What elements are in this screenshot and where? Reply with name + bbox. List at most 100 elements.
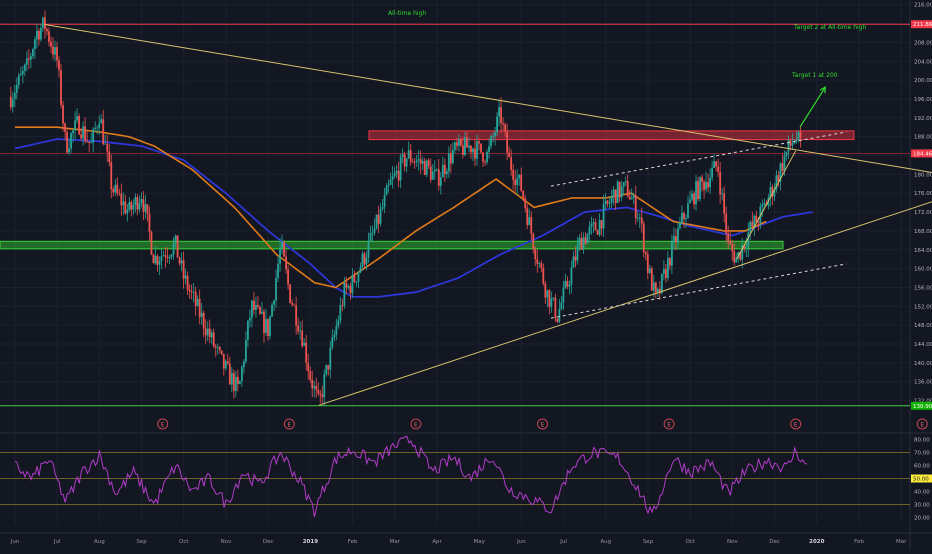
candle-body bbox=[598, 220, 601, 235]
price-badge bbox=[911, 149, 932, 158]
candle-body bbox=[321, 394, 324, 398]
candle-body bbox=[90, 142, 93, 144]
candle-body bbox=[92, 128, 95, 143]
price-tick-label: 140.00 bbox=[914, 361, 932, 367]
candle-body bbox=[9, 96, 12, 108]
candle-body bbox=[602, 204, 605, 229]
price-tick-label: 172.00 bbox=[914, 210, 932, 216]
candle-body bbox=[224, 361, 227, 369]
candle-body bbox=[729, 240, 732, 245]
candle-body bbox=[192, 291, 195, 293]
candle-body bbox=[265, 318, 267, 333]
candle-body bbox=[646, 254, 649, 273]
candle-body bbox=[401, 154, 404, 157]
candle-body bbox=[488, 146, 490, 152]
earnings-marker-icon bbox=[537, 418, 548, 430]
candle-body bbox=[447, 153, 450, 172]
candle-body bbox=[110, 162, 113, 190]
time-tick-label: Jul bbox=[559, 539, 567, 545]
candle-body bbox=[753, 215, 756, 227]
candle-body bbox=[277, 263, 279, 279]
candle-body bbox=[160, 255, 163, 262]
candle-body bbox=[462, 145, 464, 155]
candle-body bbox=[548, 290, 551, 307]
time-tick-label: Apr bbox=[432, 539, 442, 545]
candle-body bbox=[42, 17, 44, 28]
trendline-ascending bbox=[318, 201, 932, 406]
price-tick-label: 176.00 bbox=[914, 191, 932, 197]
candle-body bbox=[281, 241, 283, 249]
candle-body bbox=[170, 254, 173, 257]
candle-body bbox=[31, 49, 34, 57]
candle-body bbox=[206, 328, 209, 336]
candle-body bbox=[76, 116, 78, 121]
candle-body bbox=[697, 181, 699, 200]
candle-body bbox=[293, 304, 296, 306]
candle-body bbox=[482, 152, 484, 162]
candle-body bbox=[33, 39, 36, 50]
candle-body bbox=[148, 213, 151, 232]
candle-body bbox=[693, 193, 695, 205]
candle-body bbox=[703, 181, 705, 190]
candle-body bbox=[472, 148, 474, 153]
candle-body bbox=[307, 362, 310, 372]
rsi-tick-label: 20.00 bbox=[914, 516, 930, 522]
candle-body bbox=[377, 214, 380, 224]
candle-body bbox=[21, 70, 24, 74]
candle-body bbox=[793, 141, 796, 144]
candle-body bbox=[769, 186, 772, 198]
candle-body bbox=[146, 204, 149, 214]
candle-body bbox=[214, 346, 217, 348]
candle-body bbox=[40, 27, 42, 40]
candle-body bbox=[74, 120, 76, 131]
candle-body bbox=[470, 145, 472, 153]
candle-body bbox=[580, 238, 583, 250]
candle-body bbox=[78, 116, 81, 135]
candle-body bbox=[596, 230, 599, 235]
candle-body bbox=[82, 126, 85, 139]
candle-body bbox=[140, 199, 143, 203]
trendline-channel-top bbox=[550, 131, 847, 187]
candle-body bbox=[240, 367, 243, 382]
trendline-descending bbox=[44, 24, 932, 173]
candle-body bbox=[72, 130, 74, 134]
candle-body bbox=[102, 119, 105, 145]
candle-body bbox=[797, 131, 800, 140]
candle-body bbox=[699, 177, 701, 200]
time-tick-label: Jul bbox=[53, 539, 61, 545]
candle-body bbox=[556, 318, 559, 322]
candle-body bbox=[399, 156, 402, 181]
candle-body bbox=[606, 200, 609, 204]
earnings-marker-icon bbox=[283, 418, 295, 430]
candle-body bbox=[429, 166, 432, 180]
axis-layer: 216.00212.00208.00204.00200.00196.00192.… bbox=[10, 3, 932, 545]
candle-body bbox=[269, 316, 271, 337]
candle-body bbox=[679, 222, 681, 229]
candle-body bbox=[106, 143, 109, 152]
candle-body bbox=[604, 200, 607, 205]
price-tick-label: 168.00 bbox=[914, 229, 932, 235]
candle-body bbox=[578, 238, 581, 246]
target1-arrow-head bbox=[819, 86, 826, 94]
candle-body bbox=[393, 173, 396, 177]
candle-body bbox=[721, 193, 724, 195]
candle-body bbox=[550, 298, 553, 307]
candle-body bbox=[84, 126, 87, 141]
labels-layer: All-time high Target 2 at All-time high … bbox=[388, 10, 866, 79]
candle-body bbox=[763, 203, 766, 205]
candle-body bbox=[17, 75, 20, 85]
candle-body bbox=[124, 201, 127, 214]
candle-body bbox=[182, 260, 185, 279]
candle-body bbox=[15, 84, 18, 93]
candle-body bbox=[695, 181, 697, 205]
candle-body bbox=[554, 297, 557, 319]
candle-body bbox=[516, 178, 519, 185]
candle-body bbox=[783, 156, 786, 171]
candle-body bbox=[355, 281, 358, 283]
candle-body bbox=[650, 268, 653, 291]
candle-body bbox=[166, 257, 169, 259]
rsi-tick-label: 40.00 bbox=[914, 490, 930, 496]
candle-body bbox=[612, 189, 615, 197]
